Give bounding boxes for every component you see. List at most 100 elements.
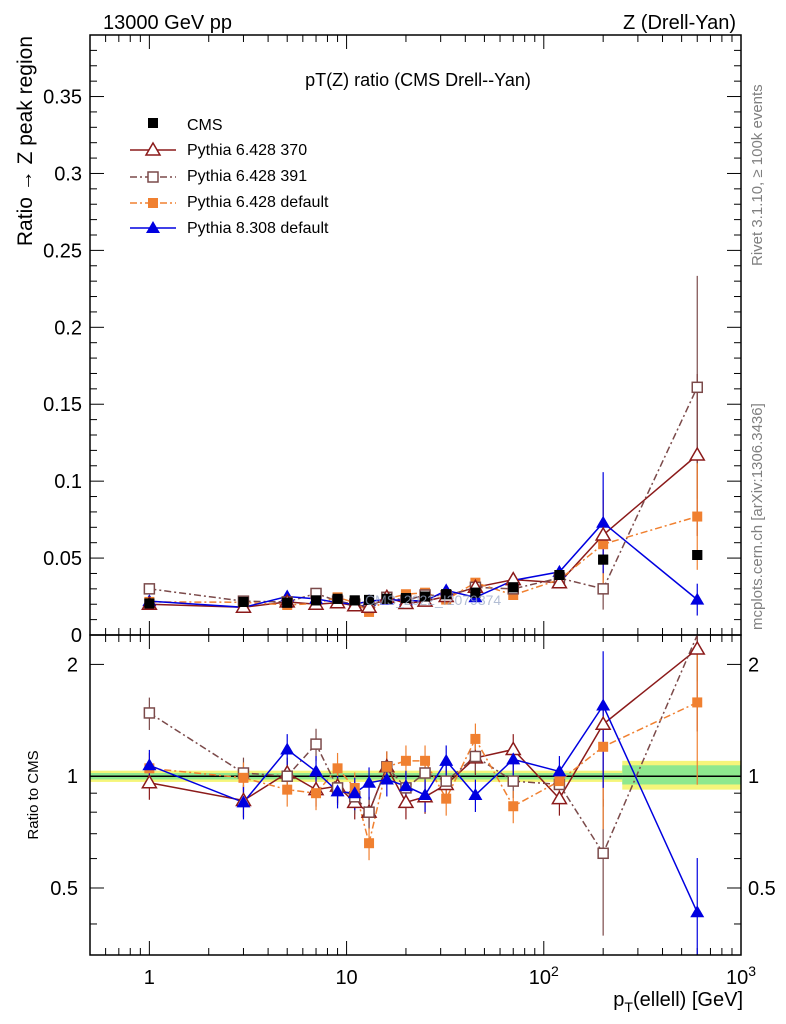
lower-ytick-label: 0.5 [50, 878, 78, 900]
lower-ytick-label-right: 2 [748, 654, 759, 676]
ratio-point-pythia6-default [381, 761, 392, 772]
ratio-point-pythia6-391 [281, 770, 293, 782]
data-point-pythia6-default [598, 539, 609, 550]
upper-panel: 0 0.05 0.1 0.15 0.2 0.25 0.3 0.35 pT(Z) ratio (… [14, 34, 742, 647]
header-right: Z (Drell-Yan) [623, 12, 736, 34]
ratio-point-pythia6-370 [141, 774, 158, 789]
ratio-point-pythia6-391 [310, 738, 322, 750]
data-point-cms [144, 598, 155, 609]
ratio-point-pythia6-default [364, 838, 375, 849]
ratio-point-pythia8-default [236, 795, 251, 808]
ratio-point-pythia6-370 [551, 790, 568, 805]
data-point-pythia6-default [692, 511, 703, 522]
lower-ytick-label-right: 1 [748, 766, 759, 788]
series-line-pythia8-default [149, 521, 698, 609]
data-point-pythia6-391 [143, 583, 156, 595]
ratio-point-pythia8-default [362, 775, 377, 788]
ratio-point-pythia8-default [468, 787, 483, 800]
data-point-cms [282, 597, 293, 608]
ratio-point-pythia6-391 [143, 707, 156, 719]
data-point-cms [238, 596, 249, 607]
watermark: CMS_2022_I2079374 [365, 592, 501, 608]
legend-marker-pythia6-391 [147, 171, 159, 183]
series-line-pythia6-391 [149, 386, 698, 609]
legend-marker-pythia6-370 [144, 141, 162, 156]
ratio-point-pythia8-default [309, 764, 324, 777]
ratio-point-pythia6-391 [440, 775, 452, 787]
legend-marker-pythia6-default [148, 198, 158, 208]
ratio-point-pythia6-default [441, 793, 452, 804]
ratio-point-pythia6-391 [597, 847, 609, 860]
data-point-pythia8-default [690, 592, 705, 605]
upper-ytick-label: 0.3 [54, 163, 82, 185]
legend-entry-pythia6-default: Pythia 6.428 default [130, 194, 329, 211]
x-tick-label: 10 [335, 967, 357, 989]
data-point-cms [441, 589, 452, 600]
upper-axis-layer: 0 0.05 0.1 0.15 0.2 0.25 0.3 0.35 [43, 34, 742, 647]
data-point-pythia6-370 [360, 598, 378, 614]
legend: CMS Pythia 6.428 370 Pythia 6.428 391 Py… [130, 117, 329, 237]
lower-ytick-label-right: 0.5 [748, 878, 776, 900]
legend-entry-cms: CMS [148, 117, 223, 134]
data-point-cms [598, 554, 609, 565]
x-axis-label: pT(ellell) [GeV] [613, 989, 743, 1015]
ratio-point-pythia8-default [142, 758, 157, 771]
upper-ytick-label: 0.05 [43, 548, 82, 570]
ratio-point-pythia8-default [280, 742, 295, 755]
upper-title: pT(Z) ratio (CMS Drell--Yan) [305, 70, 531, 90]
data-point-pythia8-default [596, 515, 611, 528]
data-point-pythia6-370 [594, 526, 612, 541]
lower-panel: 1 10 102 103 0.5 0.5 1 1 2 2 Ratio to CMS pT(elle… [25, 634, 776, 1015]
data-point-cms [311, 595, 322, 606]
series-line-pythia6-370 [149, 454, 698, 609]
lower-series-layer [141, 634, 706, 955]
ratio-point-pythia6-370 [397, 793, 415, 809]
ratio-point-pythia8-default [439, 753, 454, 766]
legend-entry-pythia8-default: Pythia 8.308 default [130, 220, 329, 237]
upper-ytick-label: 0.15 [43, 394, 82, 416]
data-point-pythia6-391 [691, 381, 703, 394]
ratio-point-pythia6-default [311, 788, 322, 799]
header-left: 13000 GeV pp [103, 12, 232, 34]
data-point-pythia6-default [508, 590, 519, 600]
ratio-point-pythia6-default [238, 772, 249, 783]
ratio-point-pythia6-default [598, 741, 609, 752]
lower-frame [89, 634, 742, 956]
ratio-point-pythia6-391 [363, 806, 375, 818]
data-point-cms [332, 593, 343, 604]
mcplots-label: mcplots.cern.ch [arXiv:1306.3436] [749, 403, 766, 630]
ratio-point-pythia6-default [692, 697, 703, 708]
ratio-point-pythia6-default [400, 755, 411, 766]
ratio-point-pythia8-default [330, 784, 345, 797]
lower-ylabel: Ratio to CMS [25, 750, 42, 839]
ratio-line-pythia6-391 [148, 634, 698, 855]
ratio-point-pythia8-default [347, 786, 362, 799]
ratio-point-pythia6-default [420, 755, 431, 766]
upper-ytick-label: 0.1 [54, 471, 82, 493]
data-point-cms [470, 587, 481, 598]
data-point-cms [381, 593, 392, 604]
ratio-point-pythia6-default [282, 784, 293, 795]
data-point-cms [420, 591, 431, 602]
ratio-point-pythia8-default [596, 698, 611, 711]
x-tick-label: 102 [529, 963, 559, 989]
legend-entry-pythia6-391: Pythia 6.428 391 [130, 168, 307, 185]
rivet-label: Rivet 3.1.10, ≥ 100k events [749, 84, 766, 266]
lower-ytick-label: 2 [67, 654, 78, 676]
data-point-cms [349, 595, 360, 606]
ratio-point-pythia6-default [332, 763, 343, 774]
ratio-line-pythia6-default [149, 701, 698, 844]
data-point-pythia6-391 [597, 583, 609, 595]
ratio-point-pythia8-default [552, 764, 567, 777]
ratio-point-pythia6-370 [688, 640, 706, 655]
ratio-point-pythia6-391 [507, 775, 519, 787]
legend-label-pythia8-default: Pythia 8.308 default [187, 220, 329, 237]
ratio-line-pythia6-370 [149, 648, 698, 814]
upper-ytick-label: 0.2 [54, 317, 82, 339]
upper-ytick-label: 0.25 [43, 240, 82, 262]
ratio-point-pythia6-default [554, 776, 565, 787]
legend-entry-pythia6-370: Pythia 6.428 370 [130, 141, 307, 159]
lower-ytick-label: 1 [67, 766, 78, 788]
legend-marker-pythia8-default [146, 221, 160, 233]
